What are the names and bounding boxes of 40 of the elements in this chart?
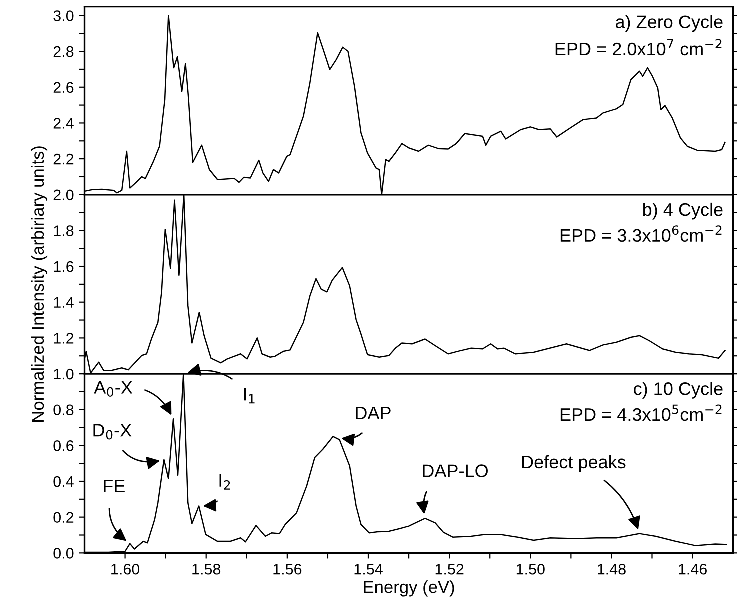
y-tick-label: 1.6 (54, 261, 74, 272)
y-tick-label: 2.8 (54, 46, 74, 58)
annotation: DAP (356, 406, 391, 420)
x-tick-label: 1.58 (192, 564, 221, 575)
annotation: a) Zero Cycle (616, 15, 723, 32)
y-tick-label: 0.8 (54, 404, 74, 416)
annotation: DAP-LO (423, 464, 488, 478)
x-tick-label: 1.46 (679, 564, 707, 575)
x-axis-title: Energy (eV) (364, 580, 454, 597)
y-tick-label: 1.4 (54, 297, 74, 308)
annotation: b) 4 Cycle (643, 202, 723, 220)
x-tick-label: 1.54 (354, 564, 383, 575)
x-tick-label: 1.50 (516, 564, 545, 575)
annotation: A$_{0}$-X (94, 381, 133, 397)
annotation: D$_{0}$-X (94, 424, 132, 440)
y-tick-label: 2.0 (54, 190, 74, 201)
x-tick-label: 1.60 (112, 564, 140, 575)
y-tick-label: 0.2 (54, 512, 74, 524)
y-tick-label: 2.6 (54, 82, 74, 94)
y-tick-label: 2.4 (54, 118, 74, 129)
y-tick-label: 0.0 (54, 548, 74, 559)
y-tick-label: 1.8 (54, 226, 74, 236)
annotation: EPD = 2.0x10$^{7}$ cm$^{−2}$ (556, 39, 722, 56)
x-tick-label: 1.56 (274, 564, 302, 575)
annotation: EPD = 4.3x10$^{5}$cm$^{−2}$ (560, 404, 722, 422)
y-tick-label: 1.2 (54, 333, 74, 344)
y-tick-label: 3.0 (54, 10, 74, 22)
y-tick-label: 0.6 (54, 440, 74, 452)
y-tick-label: 1.0 (54, 368, 74, 380)
x-tick-label: 1.52 (436, 564, 464, 575)
y-tick-label: 0.4 (54, 476, 74, 488)
annotation: Defect peaks (522, 455, 626, 472)
x-tick-label: 1.48 (598, 564, 626, 575)
y-tick-label: 2.2 (54, 154, 74, 165)
y-axis-title: Normalized Intensity (arbiriary units) (31, 146, 48, 422)
annotation: c) 10 Cycle (634, 382, 723, 399)
annotation: I$_{1}$ (244, 388, 255, 404)
annotation: I$_{2}$ (220, 474, 230, 490)
annotation: FE (104, 480, 125, 493)
annotation: EPD = 3.3x10$^{6}$cm$^{−2}$ (560, 226, 722, 242)
